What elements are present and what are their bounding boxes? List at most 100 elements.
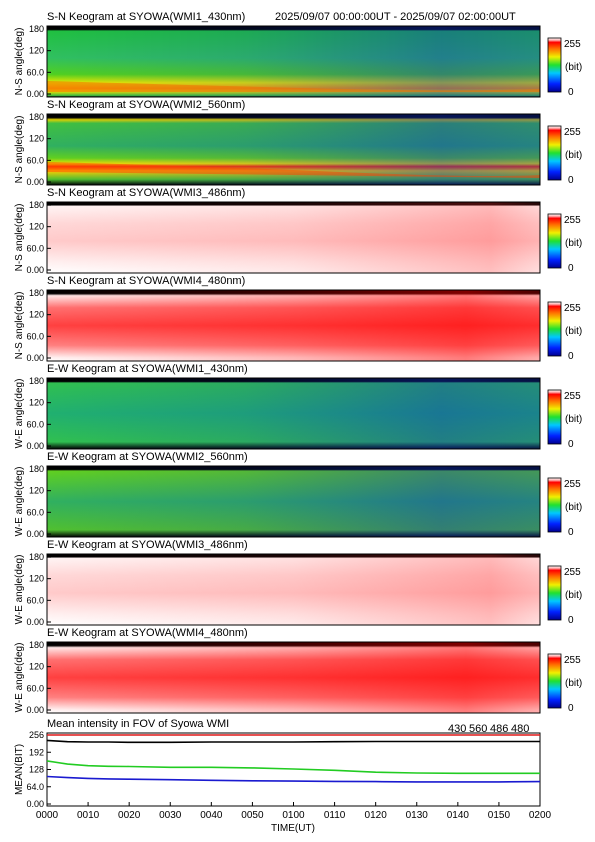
colorbar [547, 37, 562, 93]
y-axis-label: N-S angle(deg) [14, 28, 25, 96]
y-tick-label: 0.00 [26, 617, 44, 627]
legend-560: 560 [469, 723, 487, 735]
y-axis-label: N-S angle(deg) [14, 116, 25, 184]
y-axis-label: W-E angle(deg) [14, 555, 25, 625]
colorbar-unit-label: (bit) [565, 590, 582, 601]
keogram-panel-8: E-W Keogram at SYOWA(WMI4_480nm)180 120 60… [14, 627, 582, 715]
keogram-panel-5: E-W Keogram at SYOWA(WMI1_430nm)180 120 60… [14, 363, 582, 451]
panel-title: E-W Keogram at SYOWA(WMI3_486nm) [47, 539, 248, 551]
panel-frame [46, 25, 541, 98]
y-tick-label: 256 [29, 730, 44, 740]
colorbar [547, 213, 562, 269]
colorbar-max-label: 255 [564, 655, 581, 666]
colorbar-unit-label: (bit) [565, 678, 582, 689]
y-tick-label: 120 [29, 134, 44, 144]
aurora-band [47, 162, 540, 178]
legend-486: 486 [490, 723, 508, 735]
colorbar-max-label: 255 [564, 479, 581, 490]
y-axis-label: N-S angle(deg) [14, 204, 25, 272]
colorbar-min-label: 0 [568, 263, 574, 274]
colorbar-max-label: 255 [564, 215, 581, 226]
x-tick-label: 0100 [282, 810, 305, 821]
y-tick-label: 180 [29, 24, 44, 34]
y-tick-label: 180 [29, 552, 44, 562]
y-tick-label: 60.0 [26, 331, 44, 341]
colorbar-unit-label: (bit) [565, 326, 582, 337]
y-axis-label: W-E angle(deg) [14, 643, 25, 713]
keogram-shading [47, 202, 540, 273]
y-tick-label: 120 [29, 310, 44, 320]
y-tick-label: 128 [29, 765, 44, 775]
panel-frame [46, 553, 541, 626]
y-tick-label: 180 [29, 200, 44, 210]
colorbar [547, 389, 562, 445]
y-tick-label: 60.0 [26, 507, 44, 517]
colorbar-min-label: 0 [568, 87, 574, 98]
colorbar-max-label: 255 [564, 39, 581, 50]
y-tick-label: 120 [29, 574, 44, 584]
colorbar [547, 565, 562, 621]
keogram-shading [47, 378, 540, 449]
panel-title: E-W Keogram at SYOWA(WMI4_480nm) [47, 627, 248, 639]
colorbar-max-label: 255 [564, 127, 581, 138]
colorbar-unit-label: (bit) [565, 502, 582, 513]
panel-frame [46, 201, 541, 274]
colorbar-min-label: 0 [568, 351, 574, 362]
y-tick-label: 60.0 [26, 243, 44, 253]
y-tick-label: 0.00 [26, 353, 44, 363]
y-tick-label: 0.00 [26, 799, 44, 809]
x-tick-label: 0200 [529, 810, 552, 821]
colorbar-min-label: 0 [568, 703, 574, 714]
colorbar [547, 125, 562, 181]
x-tick-label: 0140 [447, 810, 470, 821]
y-tick-label: 0.00 [26, 89, 44, 99]
colorbar-min-label: 0 [568, 527, 574, 538]
panel-frame [46, 113, 541, 186]
x-tick-label: 0030 [159, 810, 182, 821]
y-tick-label: 120 [29, 662, 44, 672]
y-axis-label: N-S angle(deg) [14, 292, 25, 360]
x-tick-label: 0150 [488, 810, 511, 821]
x-tick-label: 0020 [118, 810, 141, 821]
y-tick-label: 60.0 [26, 67, 44, 77]
y-axis-label: MEAN(BIT) [14, 744, 25, 795]
y-tick-label: 0.00 [26, 529, 44, 539]
keogram-panels: S-N Keogram at SYOWA(WMI1_430nm)18012060… [14, 11, 582, 715]
y-tick-label: 180 [29, 376, 44, 386]
panel-title: E-W Keogram at SYOWA(WMI2_560nm) [47, 451, 248, 463]
keogram-panel-7: E-W Keogram at SYOWA(WMI3_486nm)180 120 60… [14, 539, 582, 627]
panel-frame [46, 377, 541, 450]
y-tick-label: 64.0 [26, 782, 44, 792]
y-tick-label: 60.0 [26, 595, 44, 605]
y-tick-label: 180 [29, 464, 44, 474]
panel-frame [46, 289, 541, 362]
keogram-panel-3: S-N Keogram at SYOWA(WMI3_486nm)180 120 60… [14, 187, 582, 275]
panel-title: S-N Keogram at SYOWA(WMI1_430nm) [47, 11, 245, 23]
panel-title: S-N Keogram at SYOWA(WMI3_486nm) [47, 187, 245, 199]
keogram-panel-6: E-W Keogram at SYOWA(WMI2_560nm)180 120 60… [14, 451, 582, 539]
x-tick-label: 0120 [365, 810, 388, 821]
y-tick-label: 120 [29, 46, 44, 56]
series-line-560 [46, 760, 540, 775]
x-tick-label: 0110 [324, 810, 346, 821]
keogram-panel-2: S-N Keogram at SYOWA(WMI2_560nm)180 120 60… [14, 99, 582, 187]
keogram-shading [47, 466, 540, 537]
y-tick-label: 60.0 [26, 419, 44, 429]
y-tick-label: 120 [29, 486, 44, 496]
panel-title: S-N Keogram at SYOWA(WMI4_480nm) [47, 275, 245, 287]
panel-title: S-N Keogram at SYOWA(WMI2_560nm) [47, 99, 245, 111]
colorbar [547, 653, 562, 709]
x-tick-label: 0000 [36, 810, 59, 821]
keogram-shading [47, 554, 540, 625]
time-range-label: 2025/09/07 00:00:00UT - 2025/09/07 02:00… [275, 11, 516, 23]
y-tick-label: 180 [29, 288, 44, 298]
y-tick-label: 180 [29, 112, 44, 122]
colorbar-min-label: 0 [568, 439, 574, 450]
colorbar-unit-label: (bit) [565, 238, 582, 249]
x-tick-label: 0050 [241, 810, 264, 821]
keogram-panel-1: S-N Keogram at SYOWA(WMI1_430nm)180 120 60… [14, 11, 582, 99]
y-tick-label: 60.0 [26, 683, 44, 693]
series-line-430 [46, 775, 541, 783]
y-tick-label: 180 [29, 640, 44, 650]
